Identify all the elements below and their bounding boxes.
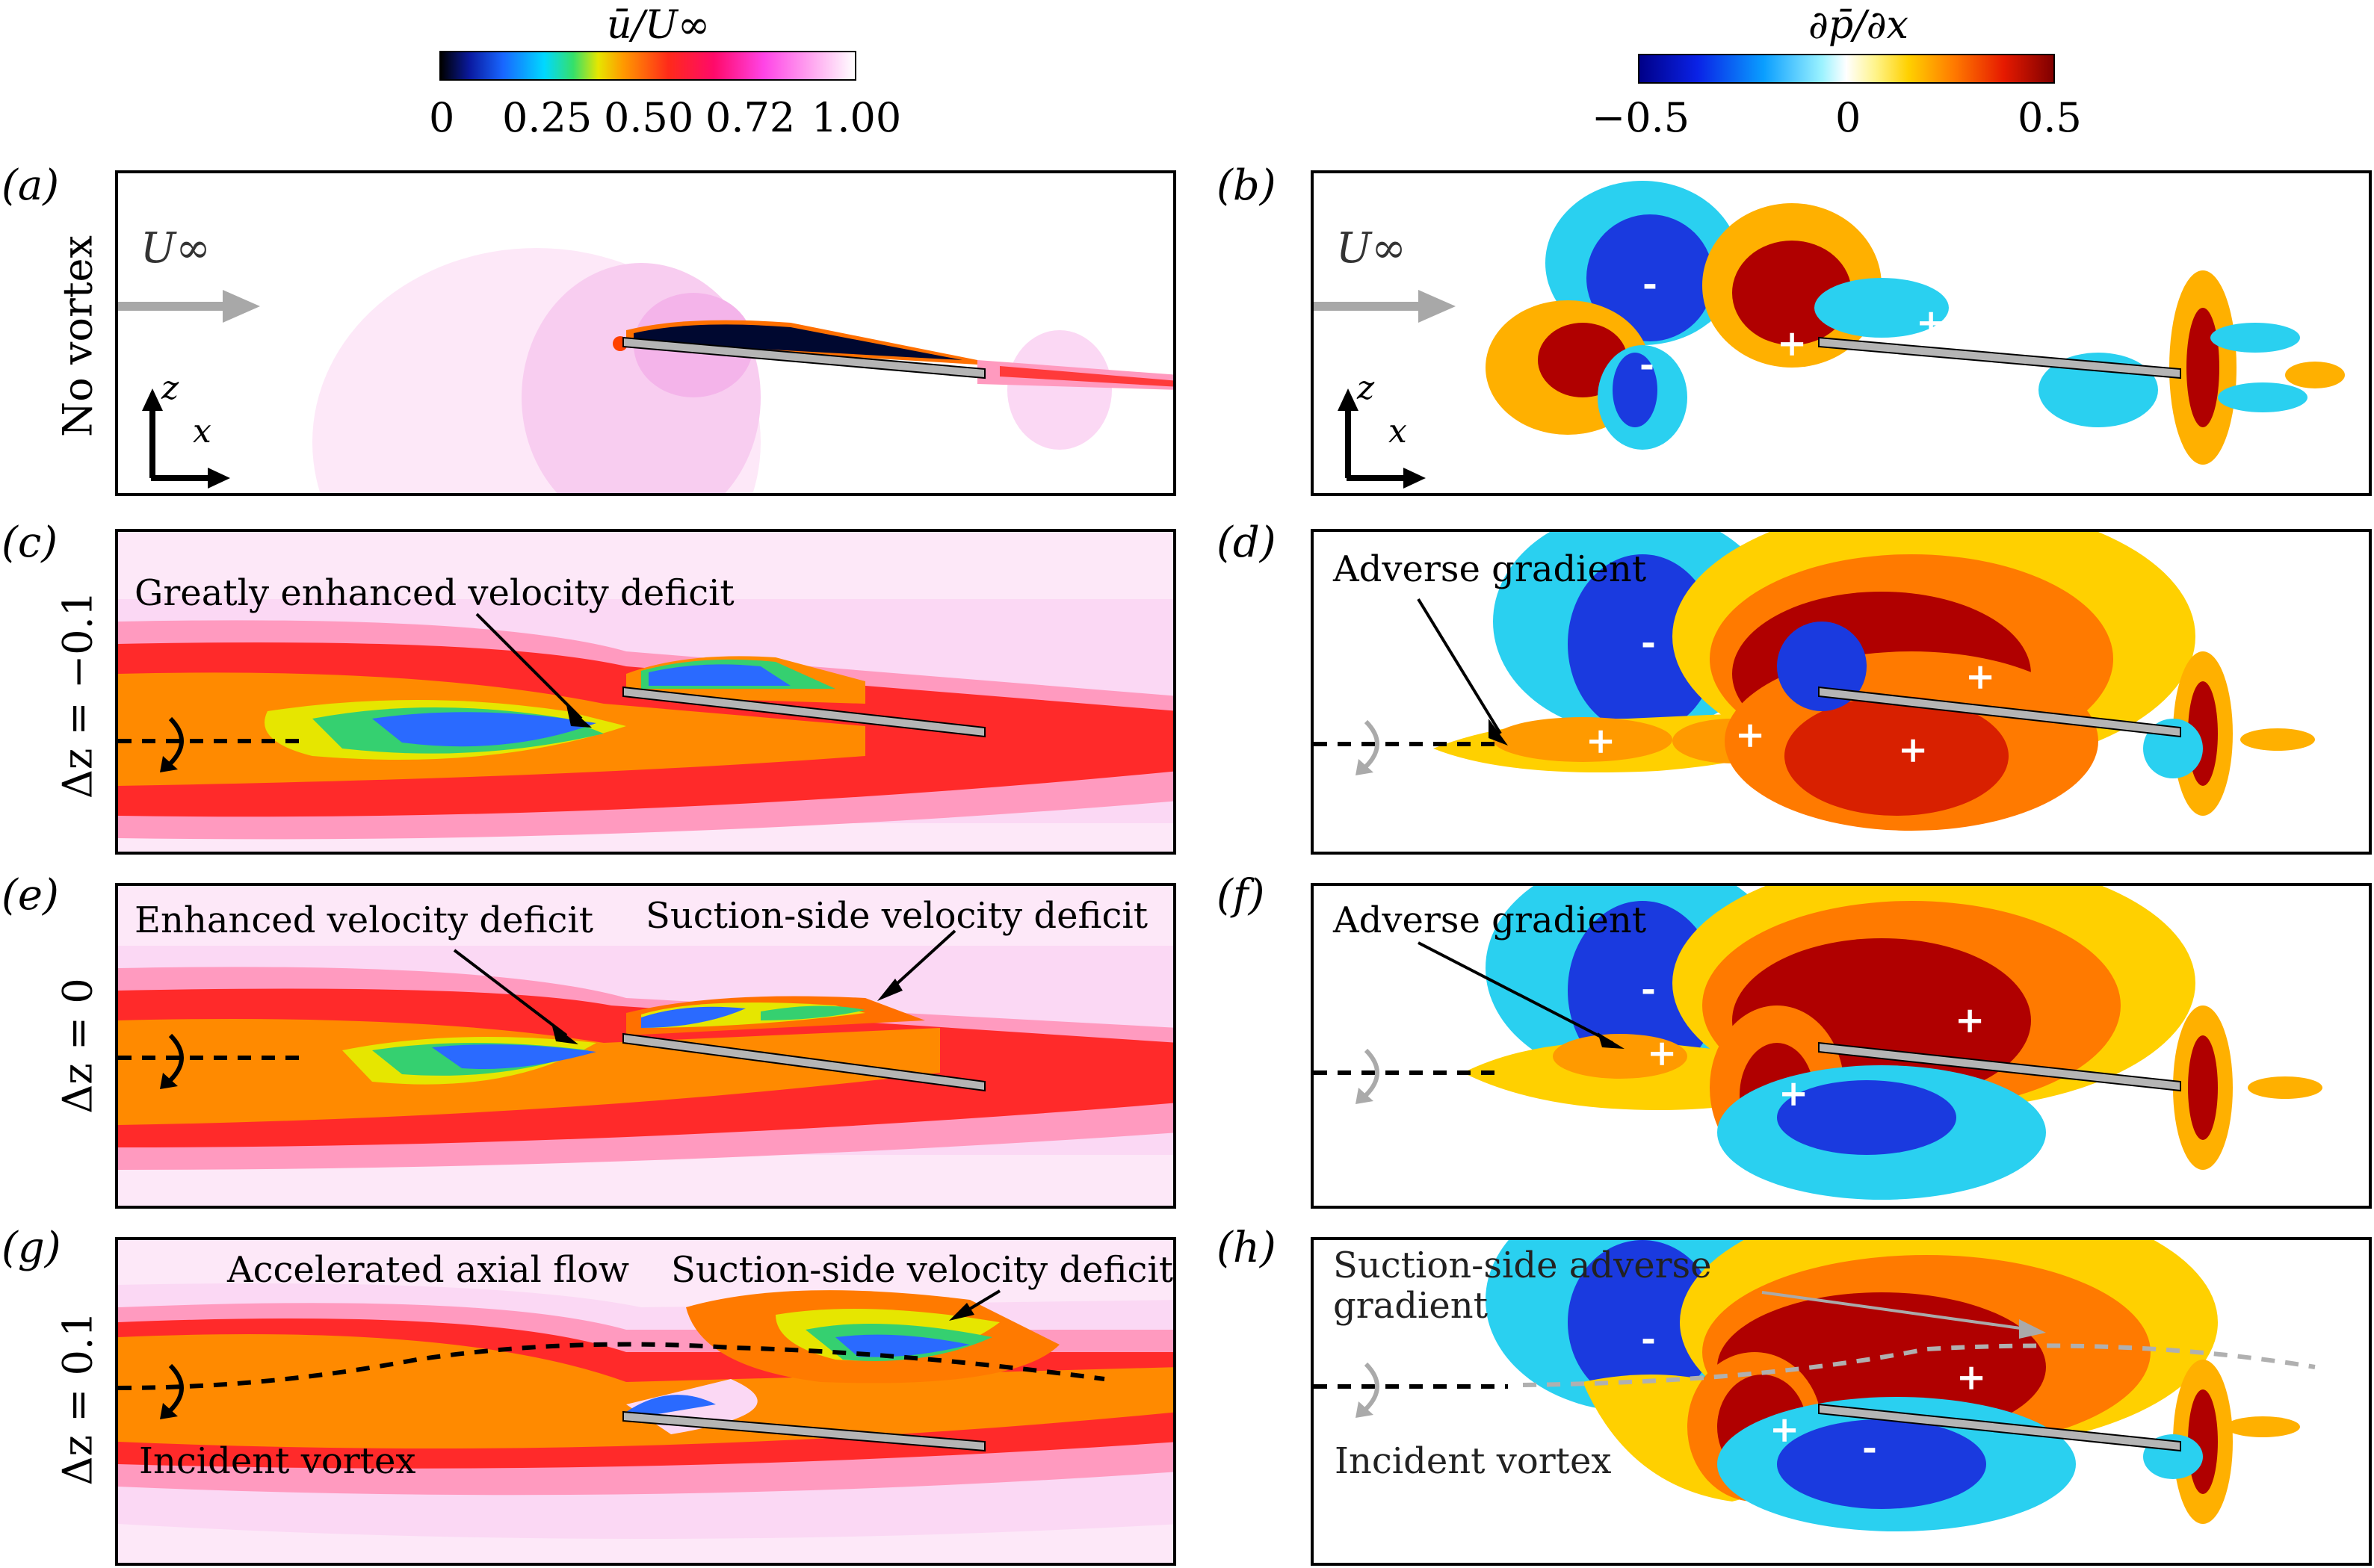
panel-d-field [1314, 532, 2315, 831]
panel-label-d: (d) [1217, 518, 1276, 567]
panel-label-g: (g) [1, 1224, 61, 1272]
sign-marker: + [1735, 714, 1766, 756]
velocity-tick: 0.50 [604, 94, 694, 141]
annotation-h-vortex: Incident vortex [1335, 1440, 1612, 1482]
panel-label-a: (a) [1, 161, 60, 210]
panel-c-field [118, 532, 1173, 852]
row-label-dz-pos: Δz = 0.1 [54, 1311, 102, 1486]
panel-b: - + + - U∞ z x [1311, 170, 2372, 496]
sign-marker: - [1641, 1318, 1656, 1360]
panel-f: Adverse gradient - + + + [1311, 883, 2372, 1209]
sign-marker: + [1647, 1032, 1678, 1074]
sign-marker: - [1639, 344, 1654, 385]
annotation-e-left: Enhanced velocity deficit [135, 899, 594, 941]
freestream-arrow [1314, 290, 1456, 323]
row-label-dz-zero: Δz = 0 [54, 978, 102, 1114]
panel-e-field [118, 886, 1173, 1206]
pressure-tick: 0 [1835, 94, 1861, 141]
panel-h-field [1314, 1240, 2316, 1531]
sign-marker: + [1777, 323, 1808, 365]
sign-marker: + [1586, 720, 1616, 762]
panel-g-field [118, 1240, 1173, 1563]
panel-h: Suction-side adverse gradient Incident v… [1311, 1237, 2372, 1566]
velocity-tick: 0 [429, 94, 455, 141]
sign-marker: - [1641, 968, 1656, 1010]
panel-a-field [312, 248, 1173, 493]
panel-a: U∞ z x [115, 170, 1176, 496]
velocity-tick: 1.00 [812, 94, 902, 141]
velocity-colorbar-label: ū/U∞ [607, 3, 711, 48]
panel-g: Accelerated axial flow Suction-side velo… [115, 1237, 1176, 1566]
panel-d: Adverse gradient - + + + + [1311, 529, 2372, 855]
velocity-tick: 0.72 [705, 94, 796, 141]
sign-marker: - [1862, 1427, 1877, 1469]
axis-z-label: z [1357, 369, 1375, 407]
sign-marker: + [1778, 1073, 1809, 1115]
axis-x-label: x [1388, 412, 1407, 450]
sign-marker: + [1965, 656, 1996, 698]
annotation-c: Greatly enhanced velocity deficit [135, 572, 735, 614]
sign-marker: - [1642, 263, 1657, 305]
annotation-f: Adverse gradient [1333, 899, 1647, 941]
panel-c: Greatly enhanced velocity deficit [115, 529, 1176, 855]
panel-label-c: (c) [1, 518, 58, 567]
panel-label-h: (h) [1217, 1224, 1276, 1272]
pressure-colorbar-label: ∂p̄/∂x [1808, 3, 1908, 48]
pressure-tick: −0.5 [1592, 94, 1690, 141]
axis-icon [142, 388, 230, 489]
axis-icon [1338, 388, 1426, 489]
row-label-dz-neg: Δz = −0.1 [54, 590, 102, 799]
sign-marker: + [1955, 1000, 1985, 1041]
pressure-colorbar [1638, 54, 2055, 84]
annotation-e-right: Suction-side velocity deficit [646, 895, 1149, 937]
velocity-tick: 0.25 [502, 94, 593, 141]
annotation-h-suction-2: gradient [1333, 1285, 1488, 1327]
sign-marker: - [1641, 622, 1656, 663]
panel-b-field [1486, 181, 2345, 465]
freestream-label: U∞ [140, 224, 211, 273]
sign-marker: + [1769, 1409, 1800, 1451]
annotation-d: Adverse gradient [1333, 548, 1647, 590]
panel-label-b: (b) [1217, 161, 1276, 210]
panel-e: Enhanced velocity deficit Suction-side v… [115, 883, 1176, 1209]
panel-label-f: (f) [1217, 871, 1265, 920]
sign-marker: + [1956, 1357, 1987, 1398]
panel-label-e: (e) [1, 871, 59, 920]
sign-marker: + [1916, 302, 1947, 344]
freestream-label: U∞ [1336, 224, 1406, 273]
sign-marker: + [1898, 729, 1929, 771]
velocity-colorbar [439, 51, 856, 81]
axis-z-label: z [161, 369, 179, 407]
panel-f-field [1314, 886, 2322, 1200]
annotation-g-suction: Suction-side velocity deficit [671, 1249, 1174, 1291]
annotation-h-suction-1: Suction-side adverse [1333, 1245, 1712, 1286]
annotation-g-accel: Accelerated axial flow [227, 1249, 630, 1291]
pressure-tick: 0.5 [2018, 94, 2082, 141]
freestream-arrow [118, 290, 260, 323]
row-label-no-vortex: No vortex [54, 235, 102, 437]
axis-x-label: x [193, 412, 211, 450]
annotation-g-vortex: Incident vortex [139, 1440, 416, 1482]
